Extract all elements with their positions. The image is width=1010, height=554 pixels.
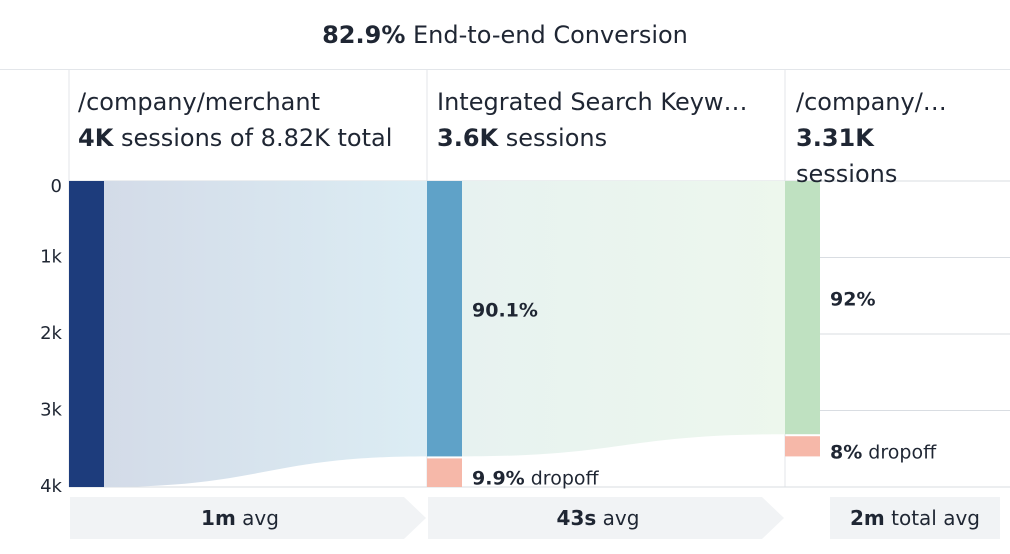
- step-sessions-value: 4K: [78, 124, 114, 152]
- step-sessions-text: sessions: [796, 160, 898, 188]
- dropoff-value: 9.9%: [472, 467, 525, 489]
- footer-avg-value: 2m: [849, 506, 885, 530]
- conversion-label: 90.1%: [472, 300, 538, 322]
- step-name: /company/…: [796, 88, 947, 116]
- step-bar-3: [785, 181, 820, 435]
- step-sessions-value: 3.31K: [796, 124, 874, 152]
- step-bar-2: [427, 181, 462, 457]
- footer-arrow-bg: [70, 497, 426, 539]
- footer-avg-value: 43s: [556, 506, 597, 530]
- y-tick-label: 0: [51, 176, 62, 197]
- flow-band-1: [104, 181, 427, 487]
- dropoff-suffix: dropoff: [525, 467, 600, 489]
- conversion-label: End-to-end Conversion: [413, 20, 688, 49]
- chart-title: 82.9% End-to-end Conversion: [0, 0, 1010, 70]
- dropoff-label: 9.9% dropoff: [472, 467, 600, 489]
- conversion-label: 92%: [830, 289, 875, 311]
- step-sessions-text: sessions: [505, 124, 608, 152]
- y-tick-label: 4k: [40, 476, 62, 497]
- footer-avg-text: avg: [602, 506, 640, 530]
- footer-avg-3: 2m total avg: [830, 497, 1000, 539]
- dropoff-bar-3: [785, 436, 820, 457]
- footer-arrow-bg: [830, 497, 1000, 539]
- footer-avg-value: 1m: [201, 506, 236, 530]
- y-tick-label: 3k: [40, 400, 62, 421]
- footer-avg-1: 1m avg: [70, 497, 410, 539]
- flow-band-2: [462, 181, 785, 457]
- dropoff-suffix: dropoff: [862, 441, 937, 463]
- step-header-1: /company/merchant 4K sessions of 8.82K t…: [78, 84, 392, 156]
- dropoff-value: 8%: [830, 441, 862, 463]
- dropoff-label: 8% dropoff: [830, 441, 937, 463]
- step-header-3: /company/… 3.31K sessions: [796, 84, 947, 192]
- y-tick-label: 1k: [40, 247, 62, 268]
- step-header-2: Integrated Search Keyw… 3.6K sessions: [437, 84, 748, 156]
- step-name: Integrated Search Keyw…: [437, 88, 748, 116]
- dropoff-bar-2: [427, 458, 462, 487]
- step-sessions-text: sessions of 8.82K total: [120, 124, 393, 152]
- footer-avg-2: 43s avg: [428, 497, 768, 539]
- footer-avg-text: total avg: [891, 506, 980, 530]
- footer-avg-text: avg: [242, 506, 279, 530]
- footer-arrow-bg: [428, 497, 784, 539]
- step-bar-1: [69, 181, 104, 487]
- conversion-value: 82.9%: [322, 20, 406, 49]
- step-sessions-value: 3.6K: [437, 124, 499, 152]
- y-tick-label: 2k: [40, 323, 62, 344]
- step-name: /company/merchant: [78, 88, 321, 116]
